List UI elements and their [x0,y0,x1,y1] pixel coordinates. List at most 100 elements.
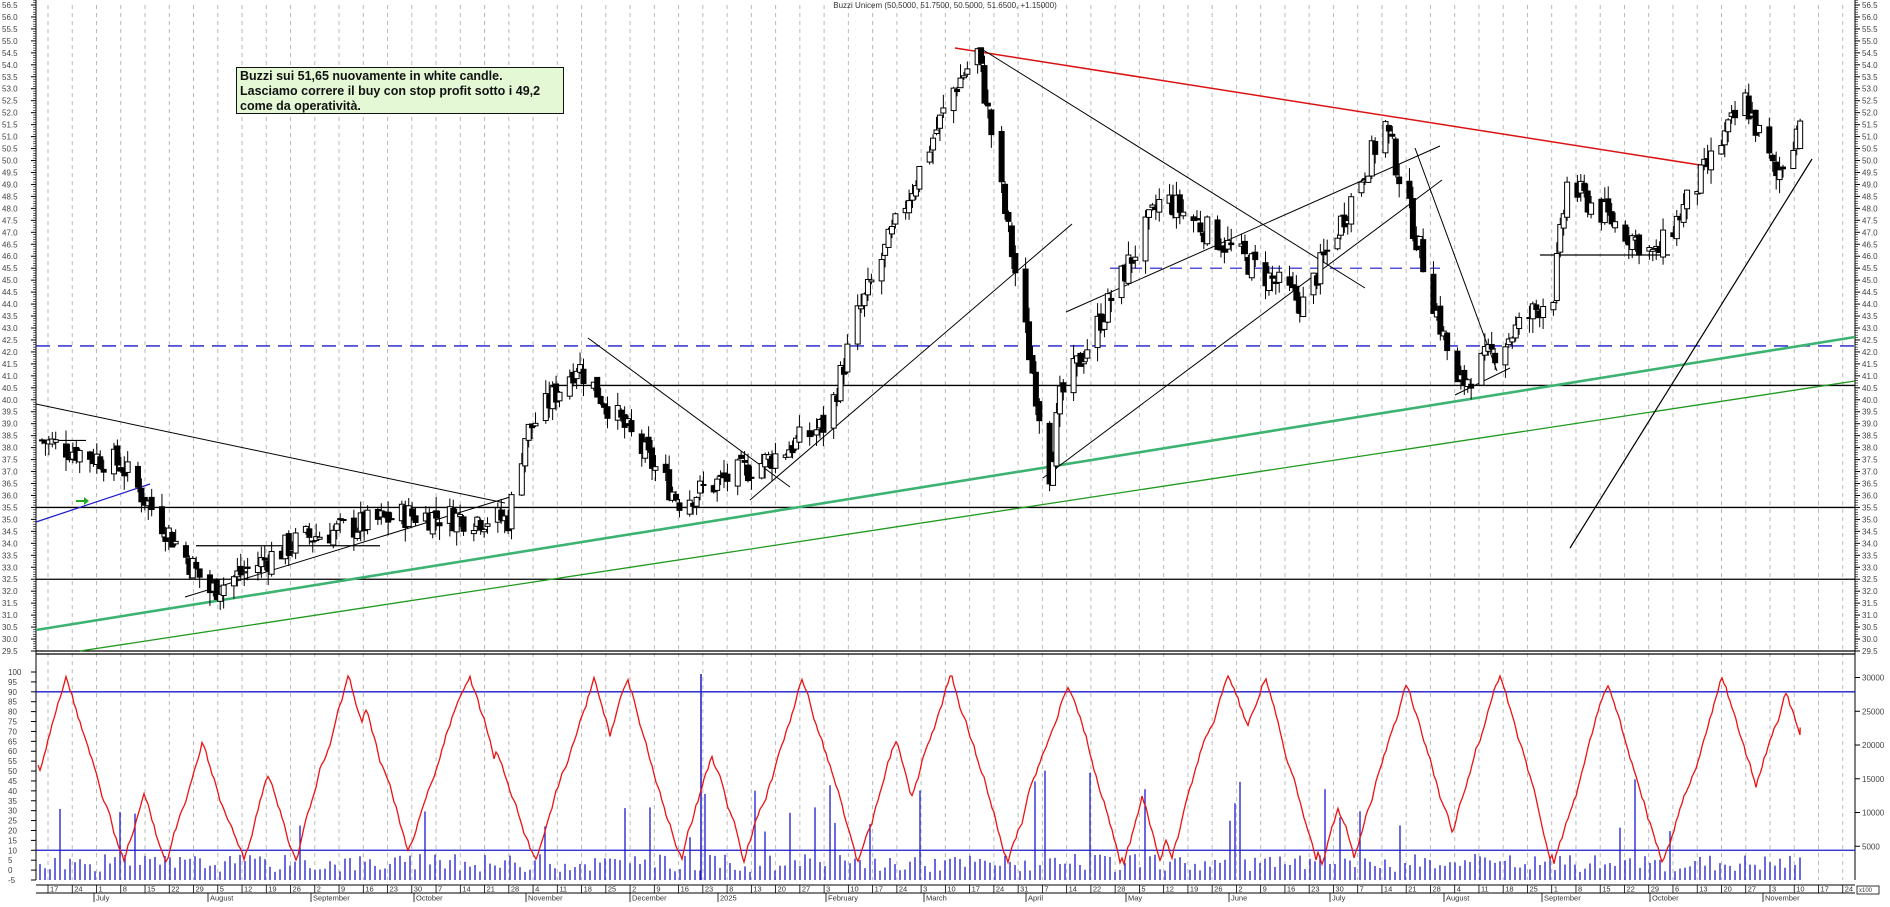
date-month-label: August [210,894,234,903]
osc-tick-left: 50 [8,767,17,776]
price-tick-left: 40.0 [2,396,18,405]
price-tick-left: 38.5 [2,432,18,441]
candlesticks [39,47,1804,610]
date-day-tick: 18 [1505,885,1513,894]
price-tick-left: 36.5 [2,480,18,489]
price-tick-right: 35.5 [1862,503,1878,512]
osc-tick-left: 5 [8,856,13,865]
osc-tick-left: 45 [8,777,17,786]
date-month-label: September [313,894,350,903]
price-tick-left: 44.0 [2,300,18,309]
price-tick-right: 56.0 [1862,13,1878,22]
price-tick-left: 50.0 [2,157,18,166]
date-day-tick: 28 [1117,885,1125,894]
price-tick-left: 47.5 [2,216,18,225]
price-tick-right: 40.0 [1862,396,1878,405]
date-month-label: November [528,894,563,903]
osc-tick-left: 85 [8,698,17,707]
date-day-tick: 3 [826,885,830,894]
date-month-label: April [1028,894,1043,903]
date-day-tick: 25 [1529,885,1537,894]
date-day-tick: 27 [802,885,810,894]
osc-tick-left: 100 [8,668,22,677]
date-day-tick: 30 [1335,885,1343,894]
osc-tick-left: 0 [8,866,13,875]
price-tick-left: 52.5 [2,97,18,106]
date-day-tick: 19 [268,885,276,894]
price-tick-left: 53.5 [2,73,18,82]
black-ascending-trendline-3 [1042,179,1443,479]
price-tick-right: 51.5 [1862,121,1878,130]
date-day-tick: 5 [1141,885,1145,894]
date-day-tick: 22 [1093,885,1101,894]
price-tick-left: 40.5 [2,384,18,393]
price-tick-right: 45.0 [1862,276,1878,285]
price-tick-right: 30.0 [1862,635,1878,644]
date-day-tick: 15 [147,885,155,894]
date-day-tick: 9 [1263,885,1267,894]
date-day-tick: 13 [1699,885,1707,894]
green-thin-support-trendline [79,380,1856,652]
price-tick-right: 33.0 [1862,563,1878,572]
price-tick-right: 37.5 [1862,456,1878,465]
price-tick-left: 51.5 [2,121,18,130]
volume-unit-box [1856,885,1880,895]
date-day-tick: 9 [341,885,345,894]
price-tick-right: 56.5 [1862,1,1878,10]
price-tick-left: 36.0 [2,491,18,500]
price-tick-left: 42.0 [2,348,18,357]
price-tick-right: 51.0 [1862,133,1878,142]
date-day-tick: 3 [923,885,927,894]
price-tick-left: 50.5 [2,145,18,154]
price-tick-left: 35.5 [2,503,18,512]
price-tick-right: 46.0 [1862,252,1878,261]
date-day-tick: 14 [1384,885,1392,894]
price-tick-left: 41.5 [2,360,18,369]
date-day-tick: 23 [1311,885,1319,894]
date-day-tick: 12 [1166,885,1174,894]
date-day-tick: 10 [1796,885,1804,894]
date-day-tick: 9 [656,885,660,894]
date-day-tick: 1 [1554,885,1558,894]
date-day-tick: 27 [1748,885,1756,894]
price-tick-left: 47.0 [2,228,18,237]
price-tick-right: 36.0 [1862,491,1878,500]
price-tick-right: 37.0 [1862,468,1878,477]
date-day-tick: 24 [1845,885,1853,894]
price-tick-right: 49.5 [1862,168,1878,177]
date-day-tick: 2 [1238,885,1242,894]
date-day-tick: 15 [1602,885,1610,894]
date-day-tick: 28 [1432,885,1440,894]
date-day-tick: 16 [681,885,689,894]
price-tick-right: 45.5 [1862,264,1878,273]
price-tick-left: 54.0 [2,61,18,70]
date-day-tick: 24 [74,885,82,894]
date-day-tick: 10 [947,885,955,894]
price-tick-left: 30.5 [2,623,18,632]
date-month-label: December [632,894,667,903]
oscillator-line [37,674,1801,867]
price-tick-right: 39.5 [1862,408,1878,417]
price-tick-right: 33.5 [1862,551,1878,560]
black-ascending-trendline-5 [1569,158,1813,549]
date-day-tick: 8 [123,885,127,894]
price-tick-left: 45.0 [2,276,18,285]
price-tick-right: 34.5 [1862,527,1878,536]
price-tick-left: 37.0 [2,468,18,477]
volume-tick-right: 20000 [1862,741,1885,750]
osc-tick-left: 55 [8,757,17,766]
osc-tick-left: 70 [8,727,17,736]
price-tick-right: 35.0 [1862,515,1878,524]
date-day-tick: 1 [99,885,103,894]
date-month-label: November [1765,894,1800,903]
annotation-box: Buzzi sui 51,65 nuovamente in white cand… [236,67,564,114]
price-tick-left: 31.0 [2,611,18,620]
blue-trendline [35,483,151,523]
price-tick-left: 49.5 [2,168,18,177]
osc-tick-left: 10 [8,846,17,855]
price-tick-right: 38.5 [1862,432,1878,441]
price-tick-left: 29.5 [2,647,18,656]
date-day-tick: 26 [1214,885,1222,894]
date-day-tick: 22 [1626,885,1634,894]
date-day-tick: 6 [1675,885,1679,894]
